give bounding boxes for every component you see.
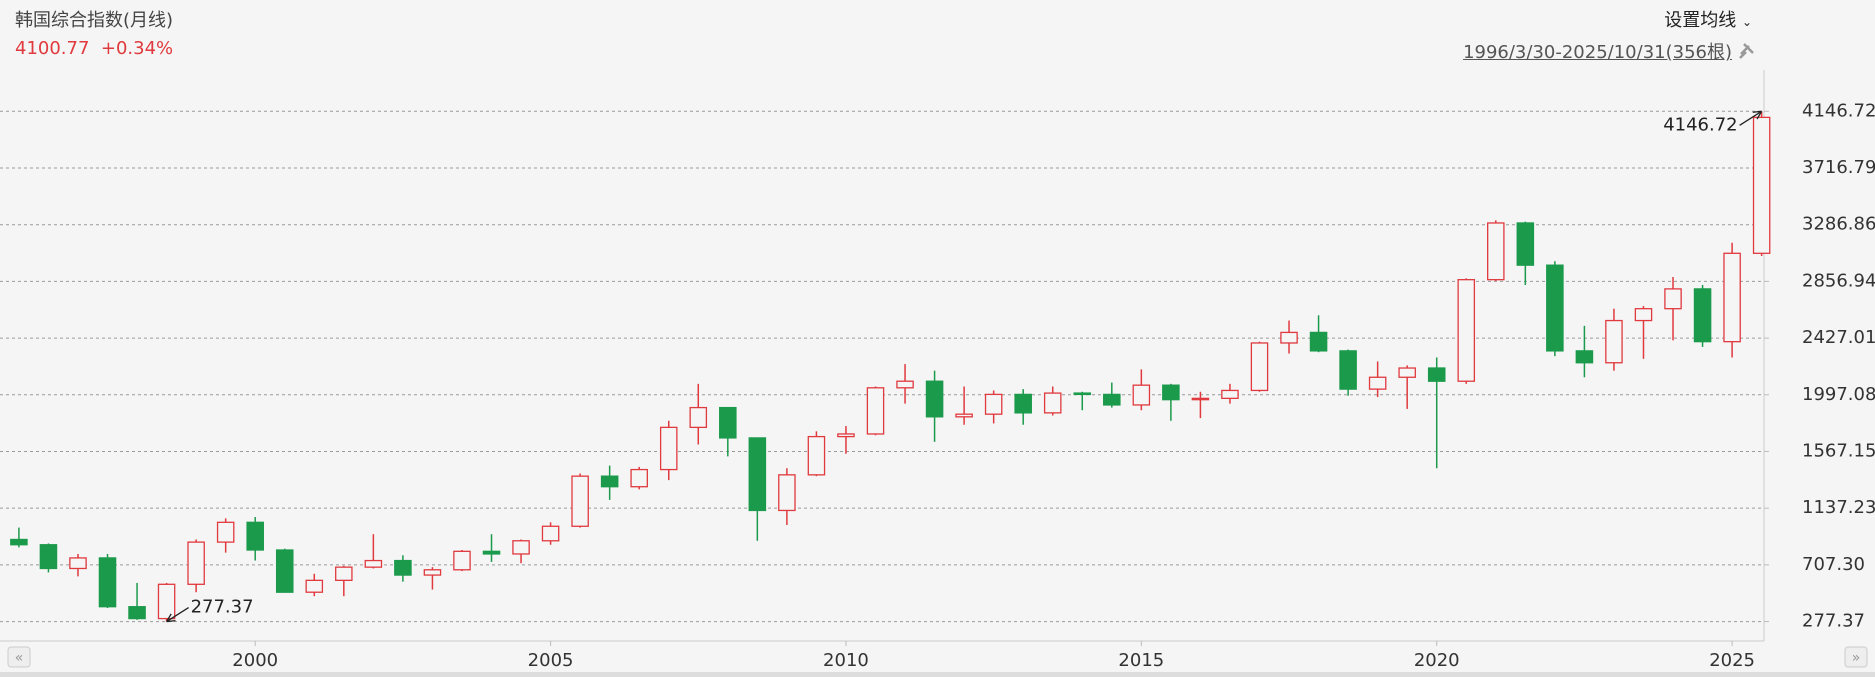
candle-body [69, 557, 87, 570]
candle-body [305, 579, 324, 593]
range-label[interactable]: 1996/3/30-2025/10/31(356根) [1463, 42, 1732, 63]
candle-body [1516, 222, 1535, 266]
candle-body [39, 544, 58, 570]
ma-setting[interactable]: 设置均线 ⌄ [1664, 10, 1752, 31]
candle-body [659, 426, 678, 471]
candle-body [216, 521, 235, 543]
candle-body [275, 549, 294, 593]
candle-body [1221, 389, 1239, 400]
y-tick-label: 3716.79 [1802, 157, 1875, 178]
candle-body [1487, 222, 1505, 281]
y-tick-label: 2856.94 [1802, 270, 1875, 291]
candle-body [482, 550, 501, 555]
candle-body [719, 406, 737, 439]
y-tick-label: 1137.23 [1802, 497, 1875, 518]
candle-body [689, 406, 708, 429]
candle-body [1280, 331, 1298, 344]
annotation-arrowhead [166, 613, 176, 623]
candle-body [10, 538, 28, 546]
candle-body [1073, 392, 1092, 396]
candle-body [630, 468, 648, 488]
candle-body [1132, 384, 1151, 406]
candle-body [1191, 397, 1210, 401]
candle-body [98, 557, 117, 608]
scroll-left-icon[interactable]: « [15, 650, 24, 666]
candle-body [984, 393, 1003, 415]
x-tick-label: 2020 [1414, 650, 1460, 671]
candle-body [807, 435, 826, 476]
candle-body [571, 475, 589, 527]
candle-body [1634, 308, 1653, 322]
candle-body [837, 433, 855, 438]
candle-body [364, 559, 383, 568]
y-tick-label: 277.37 [1802, 611, 1865, 632]
candle-body [1693, 288, 1712, 343]
candle-body [1546, 264, 1564, 352]
scroll-left-button[interactable] [7, 646, 31, 668]
candle-body [128, 606, 146, 620]
scroll-right-icon[interactable]: » [1852, 650, 1861, 666]
ma-setting-label[interactable]: 设置均线 [1664, 10, 1737, 31]
candle-body [896, 380, 914, 389]
annotation-arrowhead [1752, 110, 1763, 120]
price: 4100.77 [15, 38, 90, 59]
y-tick-label: 2427.01 [1802, 327, 1875, 348]
candle-body [335, 566, 353, 581]
chart-title: 韩国综合指数(月线) [15, 10, 174, 31]
y-tick-label: 1567.15 [1802, 440, 1875, 461]
y-tick-label: 4146.72 [1802, 100, 1875, 121]
candle-body [1339, 350, 1357, 390]
annotation-label: 277.37 [191, 597, 254, 618]
candle-body [1368, 376, 1387, 390]
candle-body [187, 541, 205, 585]
candle-body [1752, 116, 1771, 254]
candle-body [1103, 393, 1121, 406]
candle-body [541, 525, 560, 542]
candle-body [1162, 384, 1180, 401]
candle-body [246, 521, 264, 551]
candle-body [600, 475, 619, 488]
candle-body [1575, 350, 1594, 364]
x-tick-label: 2025 [1709, 650, 1755, 671]
candle-body [512, 540, 530, 555]
x-tick-label: 2010 [823, 650, 869, 671]
candle-body [1457, 279, 1476, 382]
candle-body [1427, 367, 1446, 382]
candle-body [157, 583, 176, 620]
candle-body [1664, 288, 1682, 310]
scroll-right-button[interactable] [1844, 646, 1868, 668]
candle-body [453, 550, 471, 571]
candle-body [1014, 393, 1032, 414]
candle-body [778, 474, 796, 512]
candle-body [955, 413, 973, 418]
candle-body [1309, 331, 1328, 352]
candle-body [1043, 392, 1062, 414]
candle-body [1723, 252, 1741, 343]
candle-body [1605, 319, 1623, 364]
candle-body [1250, 342, 1269, 392]
candle-body [394, 559, 412, 576]
x-tick-label: 2000 [232, 650, 278, 671]
candle-body [423, 569, 442, 576]
y-tick-label: 707.30 [1802, 554, 1865, 575]
y-tick-label: 3286.86 [1802, 214, 1875, 235]
x-tick-label: 2005 [528, 650, 574, 671]
candle-body [925, 380, 944, 418]
annotation-label: 4146.72 [1663, 114, 1737, 135]
pin-icon[interactable] [1735, 40, 1757, 62]
x-tick-label: 2015 [1118, 650, 1164, 671]
change: +0.34% [100, 38, 174, 59]
scrollbar-track[interactable] [0, 672, 1875, 677]
candle-body [748, 437, 767, 512]
price-row: 4100.77 +0.34% [15, 38, 173, 59]
y-tick-label: 1997.08 [1802, 384, 1875, 405]
annotation-arrow [166, 607, 189, 623]
annotation-arrow [1739, 110, 1762, 126]
candle-body [866, 387, 885, 435]
candle-body [1398, 367, 1416, 378]
